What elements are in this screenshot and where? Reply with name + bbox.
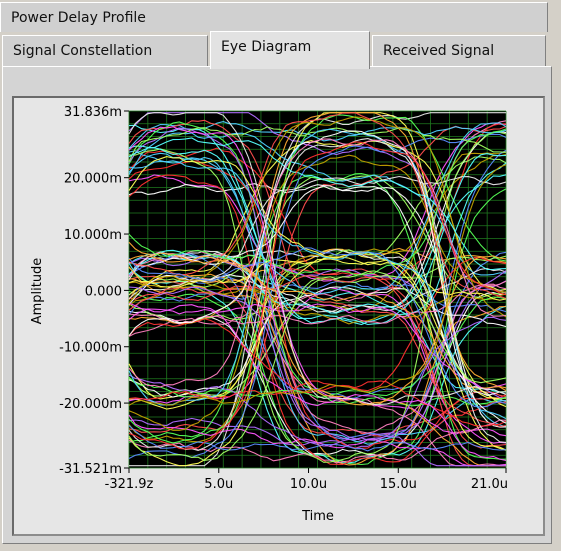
- tab-signal-constellation[interactable]: Signal Constellation: [2, 35, 208, 66]
- tab-power-delay-profile[interactable]: Power Delay Profile: [0, 2, 548, 32]
- tab-panel-eye-diagram: [2, 66, 552, 544]
- graph-frame: [12, 96, 545, 536]
- tab-label: Received Signal: [383, 43, 495, 59]
- tab-label: Signal Constellation: [13, 43, 153, 59]
- tab-label: Power Delay Profile: [11, 10, 146, 26]
- tab-eye-diagram[interactable]: Eye Diagram: [210, 31, 370, 69]
- tab-received-signal[interactable]: Received Signal: [372, 35, 546, 66]
- tab-label: Eye Diagram: [221, 39, 312, 55]
